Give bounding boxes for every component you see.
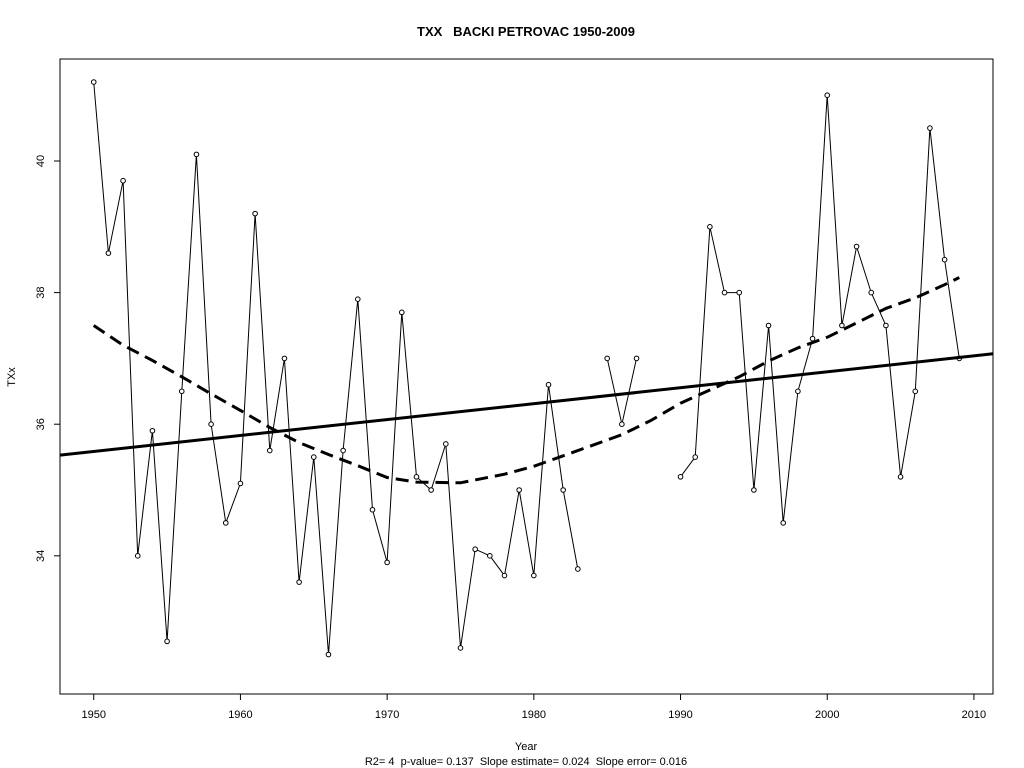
observed-point (149, 427, 156, 434)
observed-point (310, 454, 317, 460)
linear-trend-line (59, 352, 994, 457)
y-tick-label: 34 (35, 550, 47, 562)
smoothed-trend-line (92, 276, 960, 485)
observed-point (208, 421, 214, 428)
observed-point (90, 79, 97, 85)
x-axis-label: Year (515, 741, 538, 753)
y-axis: 34 36 38 40 (35, 155, 61, 562)
series-observed (90, 79, 963, 658)
observed-point (868, 289, 875, 296)
x-tick-label: 2010 (962, 709, 986, 721)
observed-point (736, 289, 743, 296)
observed-point (178, 388, 185, 395)
observed-point (428, 487, 434, 493)
observed-point (619, 421, 625, 428)
chart-title: TXX BACKI PETROVAC 1950-2009 (417, 24, 635, 39)
observed-point (443, 441, 449, 447)
observed-point (721, 289, 728, 296)
observed-point (633, 355, 640, 362)
observed-point (824, 92, 831, 98)
observed-point (281, 355, 288, 362)
observed-point (325, 651, 332, 658)
observed-point (487, 553, 493, 559)
observed-point (384, 559, 390, 566)
x-tick-label: 2000 (815, 709, 839, 721)
observed-point (839, 322, 845, 329)
observed-point (237, 480, 244, 487)
y-tick-label: 40 (35, 155, 47, 167)
observed-point (369, 506, 376, 513)
observed-point (897, 474, 904, 480)
observed-point (575, 566, 581, 572)
observed-point (809, 335, 816, 342)
y-tick-label: 36 (35, 418, 47, 430)
observed-point (354, 296, 361, 302)
footer-stats: R2= 4 p-value= 0.137 Slope estimate= 0.0… (365, 756, 687, 768)
observed-point (692, 454, 699, 460)
observed-point (457, 645, 464, 651)
observed-point (399, 309, 405, 316)
observed-point (927, 125, 933, 131)
observed-line-segment (93, 81, 579, 655)
x-tick-label: 1990 (668, 709, 692, 721)
observed-point (105, 250, 112, 256)
observed-point (193, 151, 200, 158)
observed-point (134, 553, 141, 559)
observed-line-segment (606, 358, 637, 425)
observed-point (120, 177, 126, 184)
observed-point (853, 243, 860, 250)
observed-point (707, 223, 713, 230)
observed-point (780, 520, 787, 526)
observed-point (472, 546, 478, 553)
observed-point (677, 474, 684, 480)
observed-point (765, 322, 772, 329)
series-layer (59, 79, 994, 658)
observed-point (413, 474, 420, 480)
observed-point (531, 572, 537, 579)
observed-point (222, 520, 229, 526)
x-tick-label: 1950 (81, 709, 105, 721)
observed-point (751, 487, 757, 493)
y-axis-label: TXx (6, 367, 18, 387)
observed-point (501, 572, 508, 579)
y-tick-label: 38 (35, 286, 47, 298)
observed-point (545, 381, 552, 388)
observed-point (266, 447, 273, 454)
observed-point (296, 579, 302, 585)
observed-point (340, 447, 346, 454)
observed-point (604, 355, 610, 362)
observed-point (516, 487, 522, 493)
observed-point (164, 638, 170, 645)
observed-point (560, 487, 566, 493)
x-tick-label: 1970 (375, 709, 399, 721)
plot-frame (59, 58, 994, 695)
observed-point (941, 256, 948, 263)
observed-point (795, 388, 801, 395)
observed-point (912, 388, 919, 395)
observed-line-segment (680, 95, 960, 523)
x-axis: 1950 1960 1970 1980 1990 2000 2010 (81, 693, 986, 721)
x-tick-label: 1960 (228, 709, 252, 721)
observed-point (252, 210, 258, 217)
observed-point (883, 322, 889, 329)
x-tick-label: 1980 (522, 709, 546, 721)
